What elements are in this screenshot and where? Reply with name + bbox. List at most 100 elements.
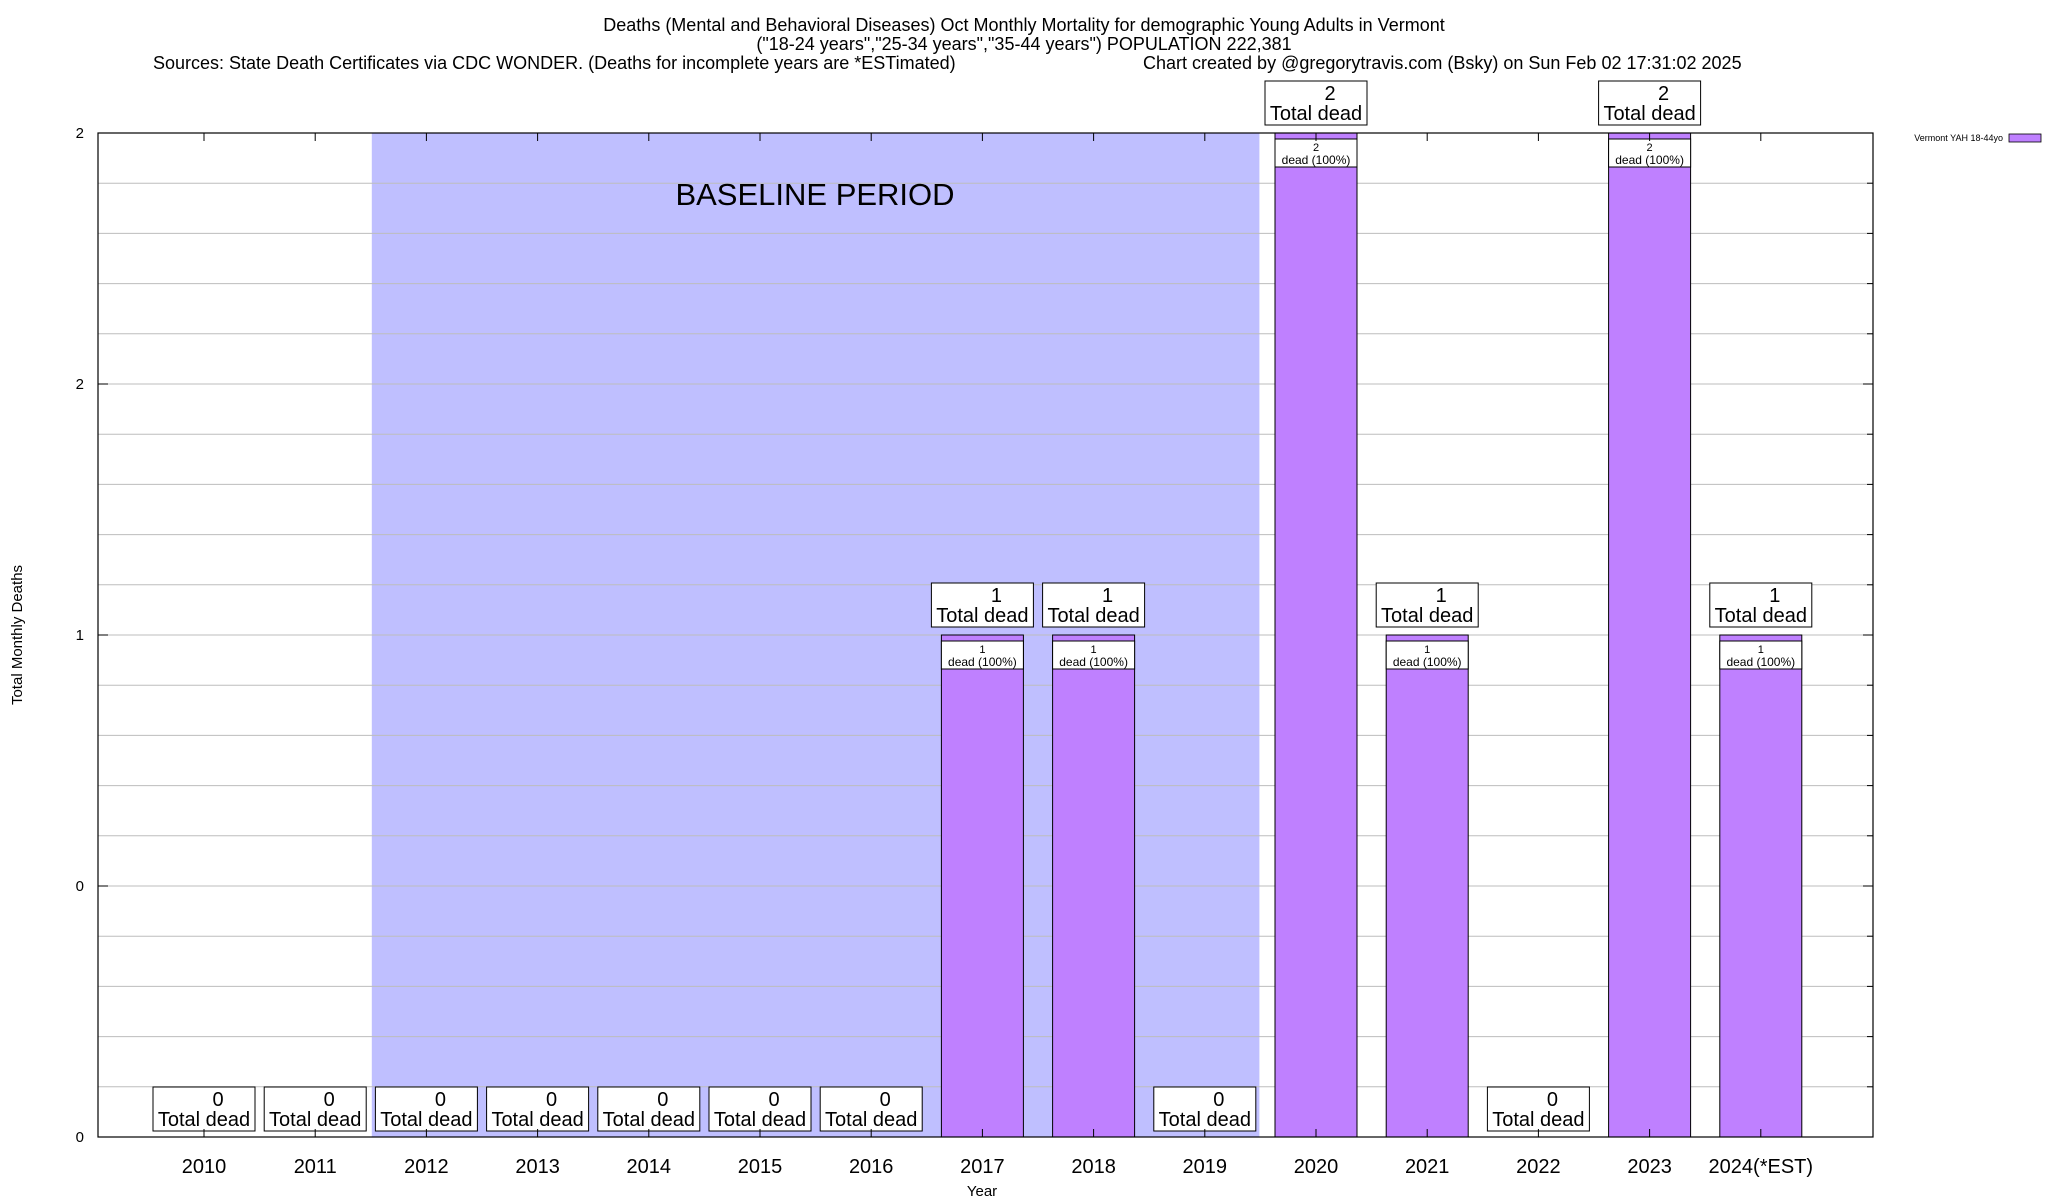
total-label-box bbox=[1264, 80, 1368, 126]
bar bbox=[1719, 634, 1803, 1138]
total-dead-label: Total dead bbox=[1492, 1109, 1584, 1131]
y-tick-label: 2 bbox=[76, 376, 84, 393]
total-dead-label: Total dead bbox=[1047, 605, 1139, 627]
total-value-label: 0 bbox=[546, 1089, 557, 1111]
bar-percent-label: dead (100%) bbox=[948, 655, 1017, 669]
total-label-box bbox=[597, 1086, 701, 1132]
bar bbox=[1608, 132, 1692, 1138]
total-value-label: 0 bbox=[880, 1089, 891, 1111]
y-tick-label: 0 bbox=[76, 878, 84, 895]
bar-percent-label: dead (100%) bbox=[1615, 153, 1684, 167]
legend-entry-label: Vermont YAH 18-44yo bbox=[1914, 133, 2003, 143]
total-dead-label: Total dead bbox=[1270, 103, 1362, 125]
bar-percent-label: dead (100%) bbox=[1726, 655, 1795, 669]
total-value-label: 0 bbox=[324, 1089, 335, 1111]
total-label-box bbox=[1486, 1086, 1590, 1132]
total-dead-label: Total dead bbox=[825, 1109, 917, 1131]
total-label-box bbox=[1042, 582, 1146, 628]
y-tick-label: 0 bbox=[76, 1129, 84, 1146]
x-tick-label: 2019 bbox=[1183, 1156, 1228, 1178]
total-value-label: 2 bbox=[1324, 83, 1335, 105]
total-label-box bbox=[374, 1086, 478, 1132]
total-value-label: 1 bbox=[1769, 585, 1780, 607]
total-value-label: 0 bbox=[768, 1089, 779, 1111]
x-tick-label: 2017 bbox=[960, 1156, 1005, 1178]
bar-label-box bbox=[1608, 138, 1692, 168]
x-ticks: 2010 2011 2012 2013 2014 2015 2016 2017 2018 2019… bbox=[182, 133, 1813, 1178]
total-value-label: 1 bbox=[1436, 585, 1447, 607]
y-tick-label: 1 bbox=[76, 627, 84, 644]
y-tick-label: 2 bbox=[76, 125, 84, 142]
total-dead-label: Total dead bbox=[269, 1109, 361, 1131]
total-label-box bbox=[263, 1086, 367, 1132]
chart-credit: Chart created by @gregorytravis.com (Bsk… bbox=[1143, 53, 1742, 73]
legend: Vermont YAH 18-44yo bbox=[1914, 133, 2042, 143]
total-value-label: 0 bbox=[657, 1089, 668, 1111]
bar bbox=[1052, 634, 1136, 1138]
x-tick-label: 2023 bbox=[1627, 1156, 1672, 1178]
total-value-label: 0 bbox=[212, 1089, 223, 1111]
bar bbox=[1274, 132, 1358, 1138]
x-axis-label: Year bbox=[967, 1183, 997, 1200]
bar bbox=[1385, 634, 1469, 1138]
baseline-label: BASELINE PERIOD bbox=[675, 177, 954, 212]
total-label-box bbox=[1598, 80, 1702, 126]
total-label-box bbox=[1153, 1086, 1257, 1132]
x-tick-label: 2012 bbox=[404, 1156, 449, 1178]
x-tick-label: 2015 bbox=[738, 1156, 783, 1178]
bar-value-label: 2 bbox=[1313, 142, 1319, 154]
x-tick-label: 2010 bbox=[182, 1156, 227, 1178]
total-label-box bbox=[819, 1086, 923, 1132]
total-dead-label: Total dead bbox=[1603, 103, 1695, 125]
bar-label-box bbox=[1719, 640, 1803, 670]
bar-value-label: 2 bbox=[1647, 142, 1653, 154]
x-tick-label: 2014 bbox=[627, 1156, 672, 1178]
bar-value-label: 1 bbox=[979, 644, 985, 656]
total-dead-label: Total dead bbox=[1715, 605, 1807, 627]
total-value-label: 2 bbox=[1658, 83, 1669, 105]
chart-title: Deaths (Mental and Behavioral Diseases) … bbox=[603, 15, 1445, 35]
bar-label-box bbox=[1274, 138, 1358, 168]
total-value-label: 1 bbox=[991, 585, 1002, 607]
x-tick-label: 2022 bbox=[1516, 1156, 1561, 1178]
total-label-box bbox=[1375, 582, 1479, 628]
bar-percent-label: dead (100%) bbox=[1282, 153, 1351, 167]
total-dead-label: Total dead bbox=[936, 605, 1028, 627]
chart-source: Sources: State Death Certificates via CD… bbox=[153, 53, 956, 73]
bar-value-label: 1 bbox=[1424, 644, 1430, 656]
total-value-label: 0 bbox=[435, 1089, 446, 1111]
total-value-label: 1 bbox=[1102, 585, 1113, 607]
x-tick-label: 2016 bbox=[849, 1156, 894, 1178]
x-tick-label: 2024(*EST) bbox=[1709, 1156, 1814, 1178]
legend-swatch bbox=[2008, 133, 2042, 143]
total-label-box bbox=[152, 1086, 256, 1132]
x-tick-label: 2013 bbox=[515, 1156, 560, 1178]
total-dead-label: Total dead bbox=[714, 1109, 806, 1131]
bar-percent-label: dead (100%) bbox=[1059, 655, 1128, 669]
bar-value-label: 1 bbox=[1758, 644, 1764, 656]
x-tick-label: 2011 bbox=[294, 1156, 337, 1178]
total-label-box bbox=[1709, 582, 1813, 628]
bar-value-label: 1 bbox=[1091, 644, 1097, 656]
x-tick-label: 2018 bbox=[1071, 1156, 1116, 1178]
bar bbox=[940, 634, 1024, 1138]
y-ticks: 0 0 1 2 2 bbox=[76, 125, 1873, 1146]
total-dead-label: Total dead bbox=[603, 1109, 695, 1131]
x-tick-label: 2020 bbox=[1294, 1156, 1339, 1178]
total-dead-label: Total dead bbox=[158, 1109, 250, 1131]
total-value-label: 0 bbox=[1547, 1089, 1558, 1111]
total-label-box bbox=[930, 582, 1034, 628]
y-axis-label: Total Monthly Deaths bbox=[9, 565, 26, 705]
bar-label-box bbox=[1052, 640, 1136, 670]
total-dead-label: Total dead bbox=[1159, 1109, 1251, 1131]
total-label-box bbox=[708, 1086, 812, 1132]
bar-percent-label: dead (100%) bbox=[1393, 655, 1462, 669]
bar-label-box bbox=[940, 640, 1024, 670]
bar-label-box bbox=[1385, 640, 1469, 670]
chart-subtitle: ("18-24 years","25-34 years","35-44 year… bbox=[756, 34, 1292, 54]
total-value-label: 0 bbox=[1213, 1089, 1224, 1111]
total-dead-label: Total dead bbox=[380, 1109, 472, 1131]
total-label-box bbox=[486, 1086, 590, 1132]
